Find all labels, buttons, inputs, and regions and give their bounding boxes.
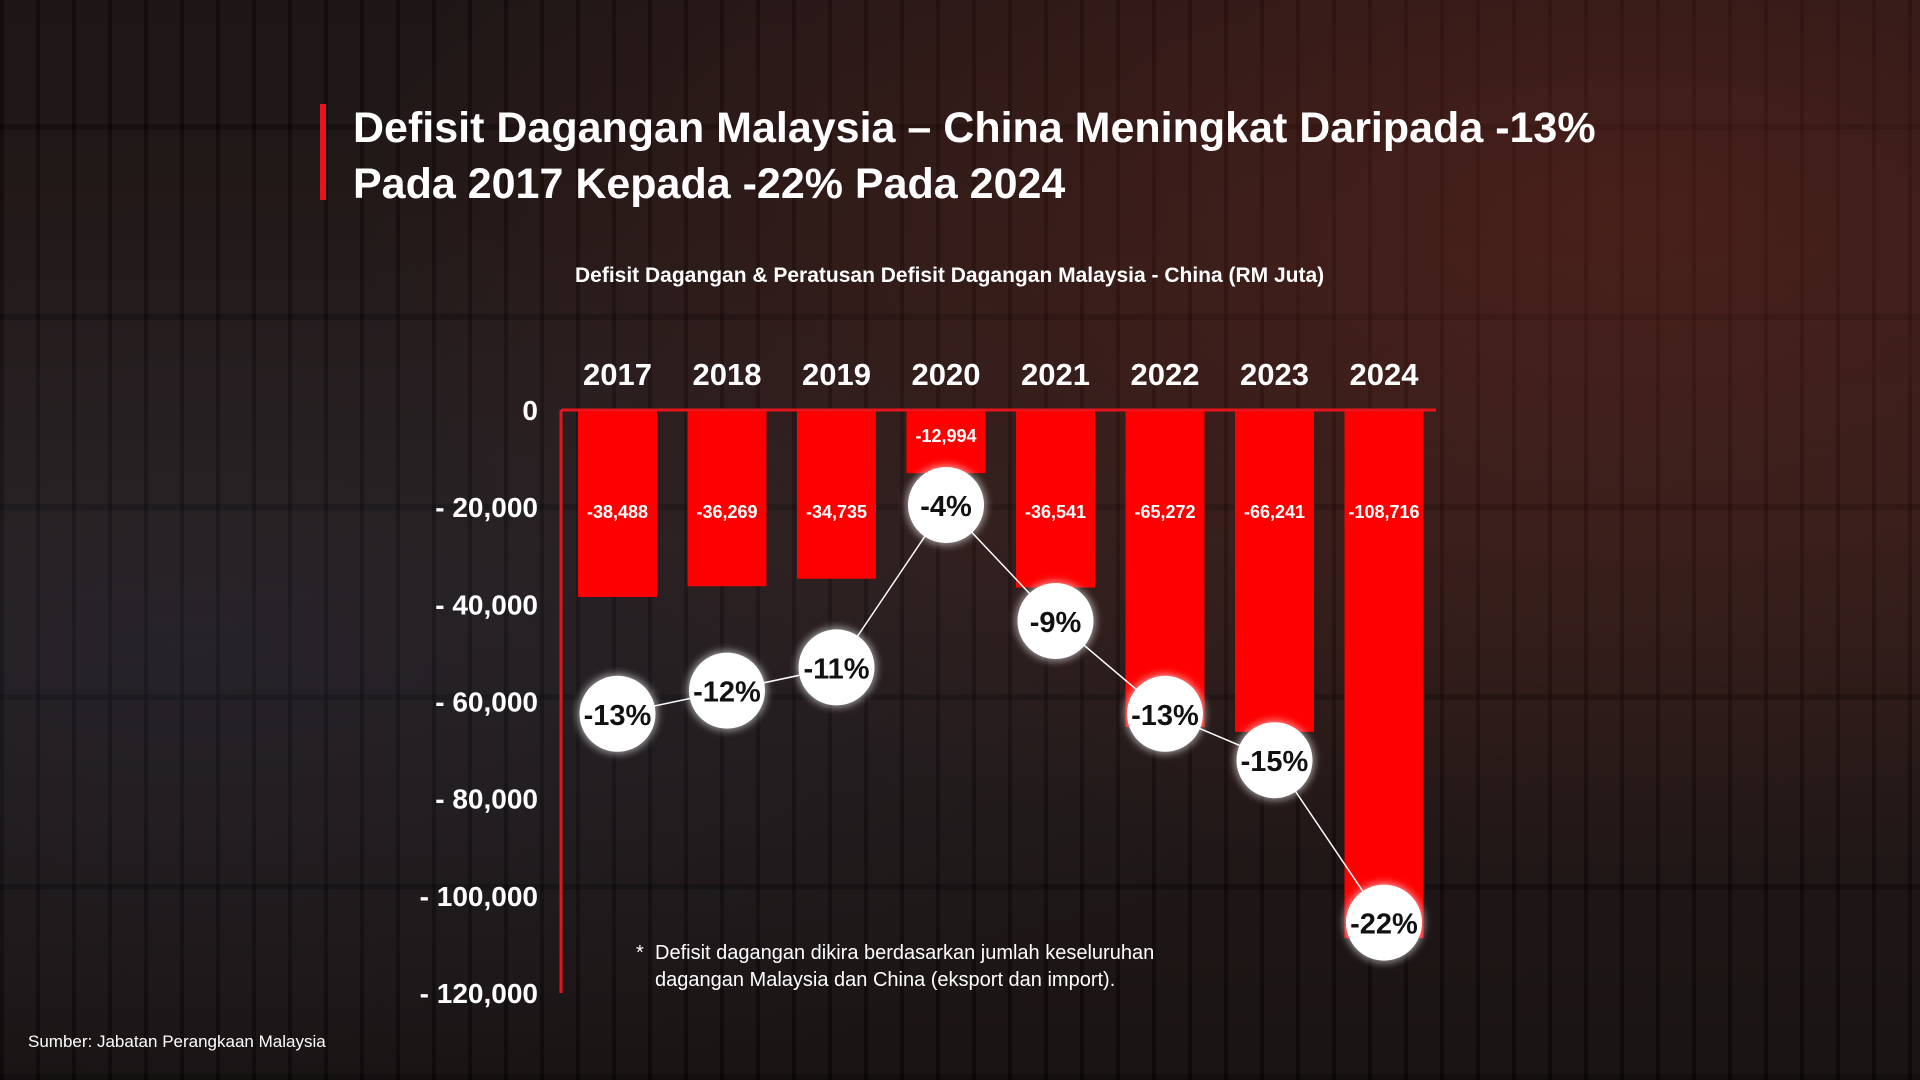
percentage-marker-2021 — [1017, 583, 1094, 659]
percentage-label-2018: -12% — [693, 677, 761, 709]
percentage-marker-2024 — [1346, 884, 1422, 961]
bar-2020 — [906, 410, 986, 474]
percentage-label-2017: -13% — [584, 700, 652, 732]
chart-subtitle: Defisit Dagangan & Peratusan Defisit Dag… — [575, 264, 1325, 287]
percentage-marker-2022 — [1127, 675, 1203, 752]
y-tick-label: 0 — [522, 395, 538, 426]
y-tick-label: - 40,000 — [435, 589, 538, 620]
bar-value-label-2022: -65,272 — [1134, 502, 1195, 522]
x-category-label-2018: 2018 — [693, 357, 762, 392]
bar-value-label-2017: -38,488 — [587, 502, 648, 522]
bar-2024 — [1344, 410, 1424, 939]
x-category-label-2024: 2024 — [1350, 357, 1420, 392]
bar-2019 — [797, 410, 876, 579]
footnote: * Defisit dagangan dikira berdasarkan ju… — [636, 940, 1215, 994]
title-accent-bar — [320, 104, 326, 200]
x-category-label-2022: 2022 — [1131, 357, 1200, 392]
y-tick-label: - 100,000 — [420, 881, 538, 912]
percentage-marker-2023 — [1236, 722, 1313, 799]
bar-value-label-2021: -36,541 — [1025, 502, 1086, 522]
percentage-label-2024: -22% — [1350, 909, 1418, 941]
bar-value-label-2018: -36,269 — [696, 502, 757, 522]
bar-2021 — [1016, 410, 1095, 588]
bar-value-label-2024: -108,716 — [1348, 502, 1419, 522]
x-category-label-2020: 2020 — [912, 357, 981, 392]
bar-value-label-2023: -66,241 — [1244, 502, 1305, 522]
y-tick-label: - 120,000 — [420, 978, 538, 1009]
x-category-label-2017: 2017 — [583, 357, 652, 392]
x-category-label-2023: 2023 — [1240, 357, 1309, 392]
percentage-marker-2018 — [689, 652, 765, 729]
percentage-label-2020: -4% — [920, 491, 972, 523]
page-title: Defisit Dagangan Malaysia – China Mening… — [353, 104, 1596, 208]
percentage-label-2022: -13% — [1131, 700, 1199, 732]
percentage-marker-2019 — [798, 629, 875, 706]
bar-value-label-2019: -34,735 — [806, 502, 867, 522]
footnote-text: Defisit dagangan dikira berdasarkan juml… — [655, 942, 1155, 991]
x-category-label-2021: 2021 — [1021, 357, 1090, 392]
x-category-label-2019: 2019 — [802, 357, 871, 392]
bar-value-label-2020: -12,994 — [915, 426, 976, 446]
y-tick-label: - 60,000 — [435, 687, 538, 718]
y-tick-label: - 80,000 — [435, 784, 538, 815]
y-tick-label: - 20,000 — [435, 492, 538, 523]
percentage-label-2019: -11% — [803, 653, 869, 685]
bar-2017 — [578, 410, 657, 597]
source-text: Sumber: Jabatan Perangkaan Malaysia — [28, 1032, 326, 1051]
footnote-marker: * — [636, 942, 644, 964]
percentage-marker-2017 — [579, 675, 656, 752]
bar-2018 — [687, 410, 767, 587]
bar-2023 — [1235, 410, 1314, 732]
percentage-label-2023: -15% — [1241, 746, 1309, 778]
percentage-marker-2020 — [908, 467, 984, 543]
percentage-label-2021: -9% — [1030, 607, 1082, 639]
